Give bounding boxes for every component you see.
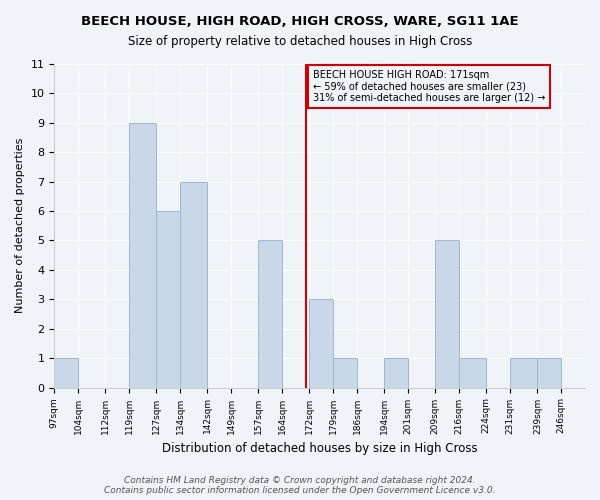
Bar [510, 358, 538, 388]
X-axis label: Distribution of detached houses by size in High Cross: Distribution of detached houses by size … [162, 442, 478, 455]
Bar [538, 358, 561, 388]
Bar [259, 240, 282, 388]
Y-axis label: Number of detached properties: Number of detached properties [15, 138, 25, 314]
Text: Contains HM Land Registry data © Crown copyright and database right 2024.
Contai: Contains HM Land Registry data © Crown c… [104, 476, 496, 495]
Bar [157, 211, 180, 388]
Bar [310, 300, 333, 388]
Text: Size of property relative to detached houses in High Cross: Size of property relative to detached ho… [128, 35, 472, 48]
Bar [180, 182, 208, 388]
Bar [129, 123, 157, 388]
Text: BEECH HOUSE, HIGH ROAD, HIGH CROSS, WARE, SG11 1AE: BEECH HOUSE, HIGH ROAD, HIGH CROSS, WARE… [81, 15, 519, 28]
Bar [333, 358, 357, 388]
Bar [436, 240, 459, 388]
Bar [54, 358, 78, 388]
Bar [384, 358, 408, 388]
Bar [459, 358, 487, 388]
Text: BEECH HOUSE HIGH ROAD: 171sqm
← 59% of detached houses are smaller (23)
31% of s: BEECH HOUSE HIGH ROAD: 171sqm ← 59% of d… [313, 70, 545, 103]
